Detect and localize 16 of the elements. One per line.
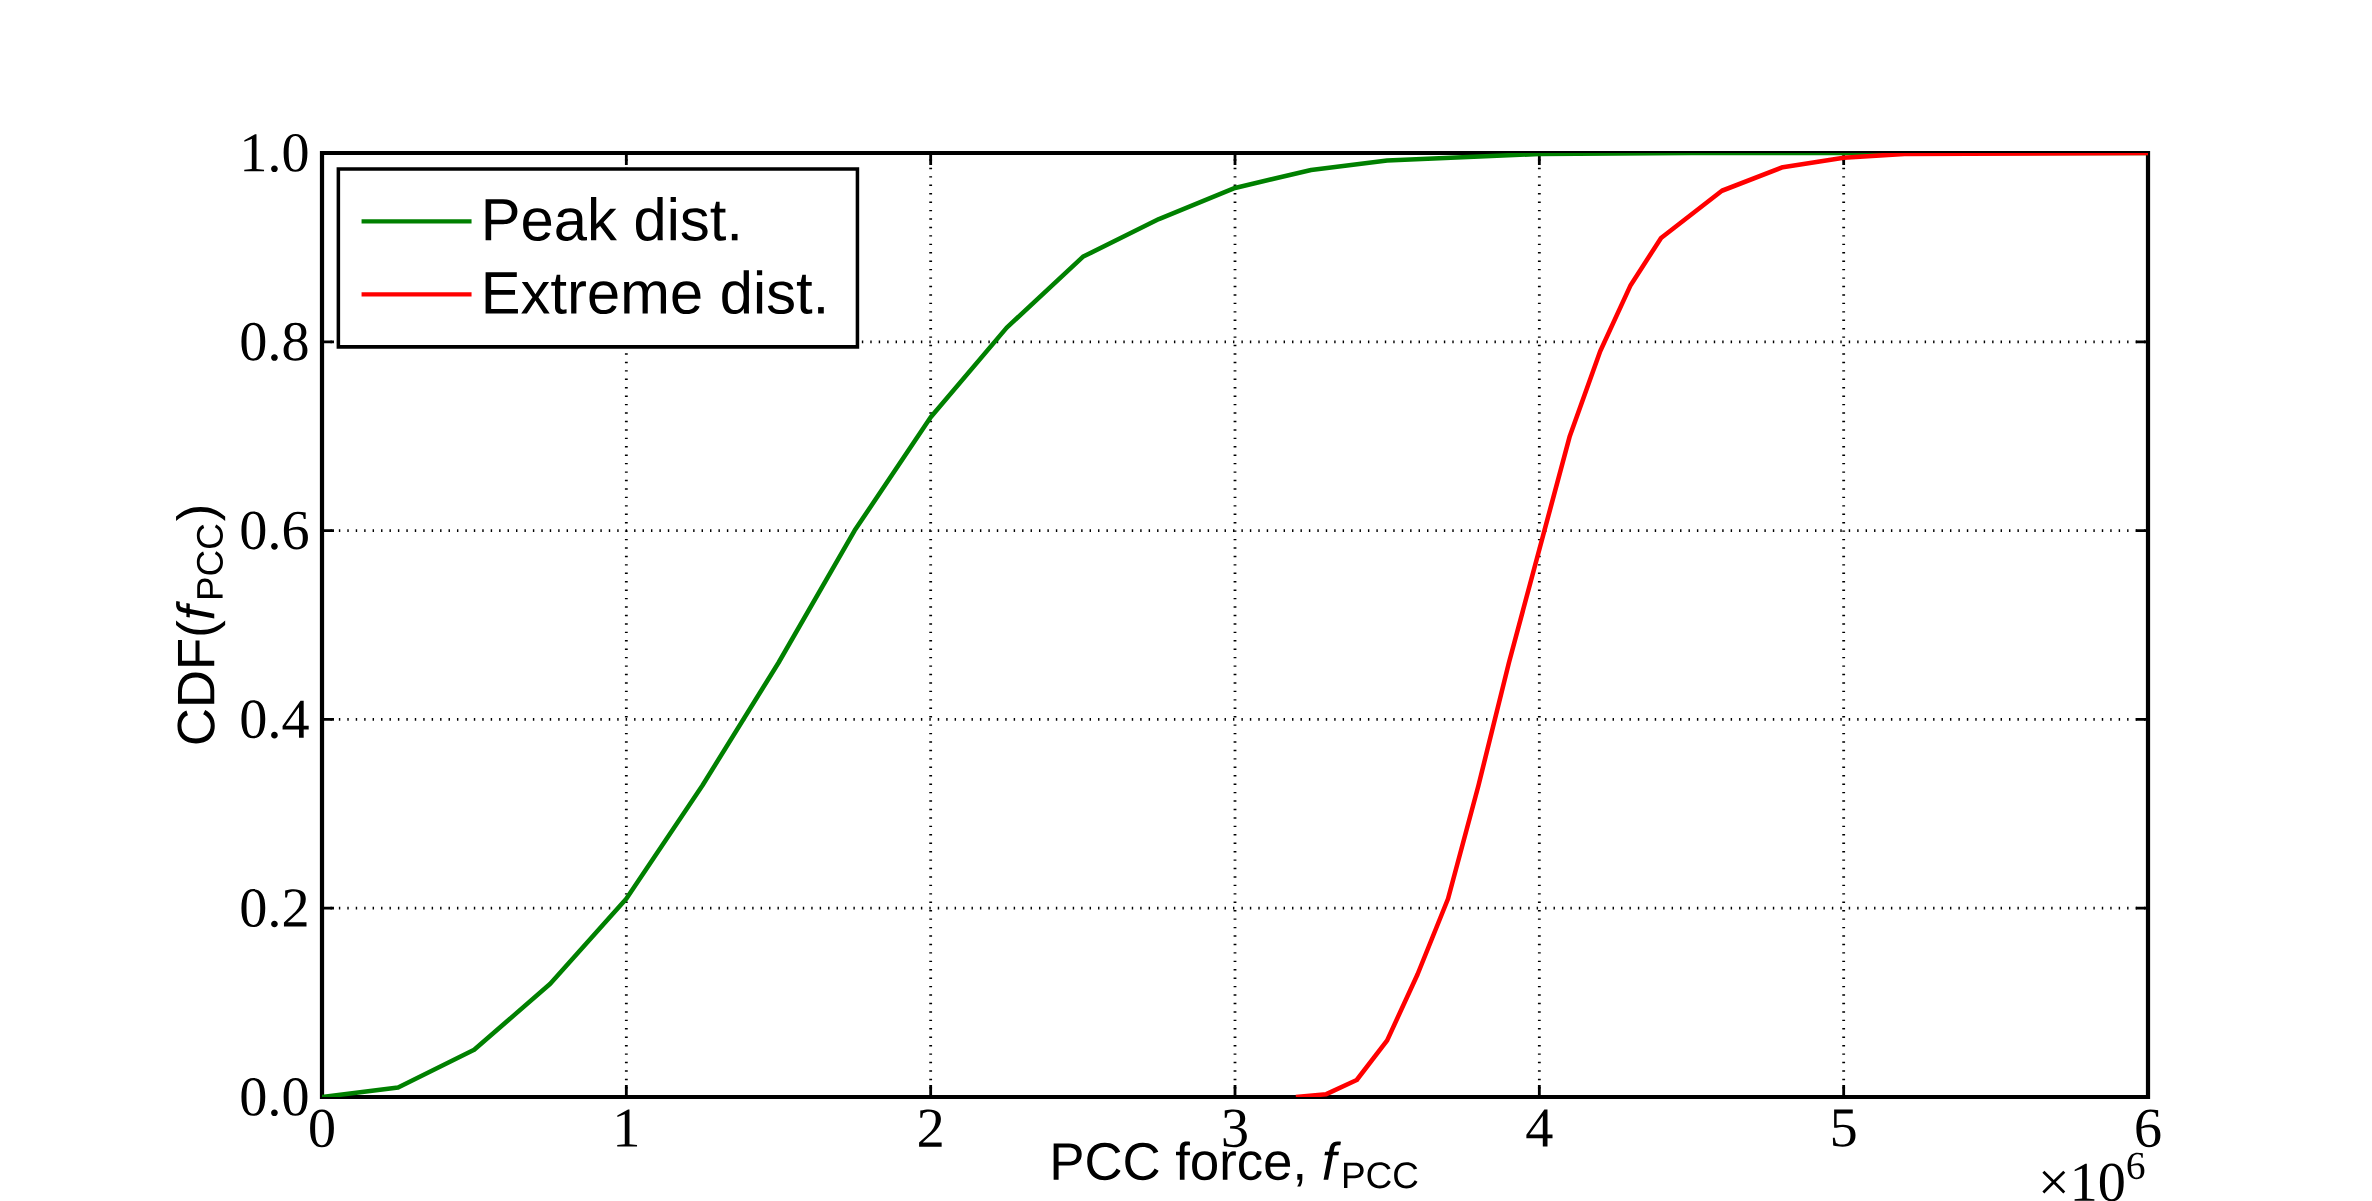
x-tick-label: 2: [919, 1109, 942, 1147]
y-tick-label: 0.2: [241, 888, 307, 928]
legend-label: Extreme dist.: [485, 270, 824, 314]
y-axis-title: CDF(f$_{PCC}$): [176, 506, 226, 744]
x-tick-label: 4: [1526, 1109, 1553, 1147]
y-tick-label: 0.8: [241, 322, 308, 361]
x-tick-label: 1: [617, 1109, 638, 1147]
legend-label: Peak dist.: [485, 196, 738, 241]
y-tick-label: 0.4: [241, 700, 309, 739]
text: ×10$^{6}$: [2042, 1152, 2145, 1201]
x-tick-label: 5: [1832, 1109, 1856, 1147]
y-tick-label: 0.0: [241, 1077, 308, 1116]
y-tick-label: 0.6: [241, 511, 308, 550]
y-tick-label: 1.0: [244, 133, 308, 172]
x-tick-label: 6: [2136, 1109, 2161, 1148]
x-tick-label: 0: [310, 1109, 334, 1148]
